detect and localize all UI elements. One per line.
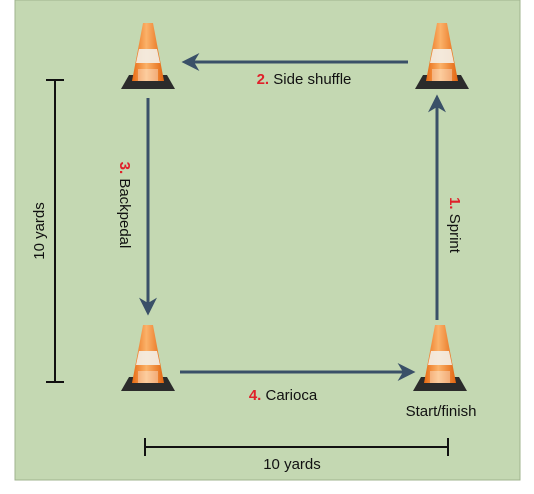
step-label: 4. Carioca [249, 387, 318, 404]
dimension-label: 10 yards [263, 456, 321, 473]
dimension-label: 10 yards [31, 202, 48, 260]
arrows [139, 53, 446, 381]
dimension-lines [46, 79, 449, 456]
step-number: 1. [446, 197, 463, 210]
step-number: 2. [257, 71, 270, 88]
step-number: 4. [249, 387, 262, 404]
step-name: Backpedal [116, 178, 133, 248]
step-name: Sprint [446, 214, 463, 254]
step-number: 3. [116, 162, 133, 175]
step-label: 2. Side shuffle [257, 71, 352, 88]
step-label: 3. Backpedal [116, 162, 133, 249]
start-label: Start/finish [406, 403, 477, 420]
step-name: Carioca [266, 387, 318, 404]
step-name: Side shuffle [273, 71, 351, 88]
step-label: 1. Sprint [446, 197, 463, 254]
